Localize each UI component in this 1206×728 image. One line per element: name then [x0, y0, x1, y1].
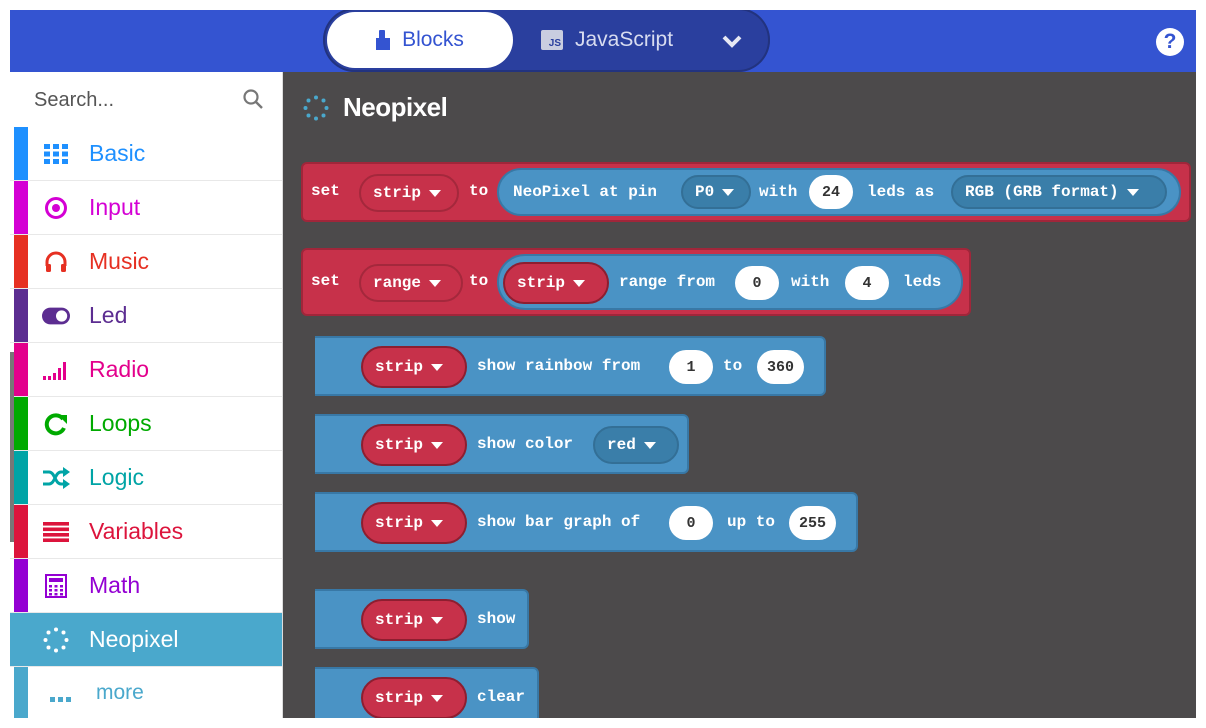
search-input[interactable] — [34, 86, 234, 114]
sidebar-item-radio[interactable]: Radio — [10, 343, 282, 397]
more-languages-dropdown[interactable] — [715, 24, 749, 58]
help-button[interactable]: ? — [1156, 28, 1184, 56]
sidebar-item-label: Led — [89, 302, 128, 328]
category-color-stripe — [14, 505, 28, 558]
search-row — [10, 72, 282, 127]
show-bar-graph-block[interactable]: strip show bar graph of 0 up to 255 — [301, 492, 858, 554]
category-color-stripe — [14, 451, 28, 504]
strip-variable-pill[interactable]: strip — [361, 424, 467, 466]
target-icon — [42, 194, 70, 222]
category-color-stripe — [14, 181, 28, 234]
javascript-tab[interactable]: JS JavaScript — [541, 12, 673, 68]
range-length-input[interactable]: 4 — [845, 266, 889, 300]
calculator-icon — [42, 572, 70, 600]
category-color-stripe — [14, 613, 28, 666]
range-start-input[interactable]: 0 — [735, 266, 779, 300]
sidebar-item-loops[interactable]: Loops — [10, 397, 282, 451]
neopixel-icon — [42, 626, 70, 654]
variable-dropdown-strip[interactable]: strip — [359, 174, 459, 212]
ellipsis-icon — [50, 685, 72, 709]
sidebar-item-label: Music — [89, 248, 150, 274]
sidebar-item-label: Logic — [89, 464, 144, 490]
strip-variable-pill[interactable]: strip — [361, 677, 467, 718]
sidebar-item-label: Variables — [89, 518, 184, 544]
to-keyword: to — [469, 182, 489, 200]
category-color-stripe — [14, 397, 28, 450]
sidebar-item-more[interactable]: more — [10, 667, 282, 718]
sidebar-item-label: Loops — [89, 410, 152, 436]
top-bar: Blocks JS JavaScript ? — [10, 10, 1196, 72]
set-strip-block[interactable]: set strip to NeoPixel at pin P0 with 24 … — [301, 162, 1191, 222]
range-from-block[interactable]: strip range from 0 with 4 leds — [497, 254, 963, 310]
bar-graph-value-input[interactable]: 0 — [669, 506, 713, 540]
sidebar-item-music[interactable]: Music — [10, 235, 282, 289]
sidebar-item-label: Math — [89, 572, 141, 598]
strip-variable-pill[interactable]: strip — [361, 599, 467, 641]
neopixel-icon — [303, 95, 329, 120]
show-block[interactable]: strip show — [301, 589, 529, 651]
flyout-title: Neopixel — [343, 92, 448, 122]
category-color-stripe — [14, 235, 28, 288]
sidebar-item-variables[interactable]: Variables — [10, 505, 282, 559]
sidebar-item-logic[interactable]: Logic — [10, 451, 282, 505]
pin-dropdown[interactable]: P0 — [681, 175, 751, 209]
flyout-header: Neopixel — [303, 92, 448, 123]
show-rainbow-block[interactable]: strip show rainbow from 1 to 360 — [301, 336, 826, 398]
shuffle-icon — [42, 464, 70, 492]
rainbow-start-input[interactable]: 1 — [669, 350, 713, 384]
strip-variable-pill[interactable]: strip — [503, 262, 609, 304]
toggle-icon — [42, 302, 70, 330]
grid-icon — [42, 140, 70, 168]
category-list: Basic Input Music Led Radio Loops Logic Variabl… — [10, 127, 282, 718]
neopixel-create-block[interactable]: NeoPixel at pin P0 with 24 leds as RGB (… — [497, 168, 1181, 216]
strip-variable-pill[interactable]: strip — [361, 502, 467, 544]
signal-bars-icon — [42, 356, 70, 384]
sidebar-item-neopixel[interactable]: Neopixel — [10, 613, 282, 667]
help-icon: ? — [1163, 30, 1177, 53]
lines-icon — [42, 518, 70, 546]
set-range-block[interactable]: set range to strip range from 0 with 4 l… — [301, 248, 971, 316]
toolbox-sidebar: Basic Input Music Led Radio Loops Logic Variabl… — [10, 72, 283, 718]
rainbow-end-input[interactable]: 360 — [757, 350, 805, 384]
color-dropdown[interactable]: red — [593, 426, 679, 464]
pixel-mode-dropdown[interactable]: RGB (GRB format) — [951, 175, 1167, 209]
blocks-tab-label: Blocks — [402, 28, 464, 51]
headphones-icon — [42, 248, 70, 276]
sidebar-item-math[interactable]: Math — [10, 559, 282, 613]
variable-dropdown-range[interactable]: range — [359, 264, 463, 302]
category-color-stripe — [14, 289, 28, 342]
puzzle-icon — [376, 30, 391, 50]
clear-block[interactable]: strip clear — [301, 667, 539, 718]
category-color-stripe — [14, 127, 28, 180]
sidebar-item-label: Radio — [89, 356, 150, 382]
sidebar-scrollbar[interactable] — [10, 352, 14, 542]
javascript-tab-label: JavaScript — [575, 28, 674, 51]
bar-graph-max-input[interactable]: 255 — [789, 506, 837, 540]
category-color-stripe — [14, 667, 28, 718]
blocks-tab[interactable]: Blocks — [327, 12, 513, 68]
sidebar-item-label: Neopixel — [89, 626, 179, 652]
show-color-block[interactable]: strip show color red — [301, 414, 689, 476]
js-file-icon: JS — [541, 30, 563, 50]
set-keyword: set — [311, 182, 340, 200]
refresh-icon — [42, 410, 70, 438]
blocks-flyout: Neopixel set strip to NeoPixel at pin P0… — [283, 72, 1196, 718]
caret-icon — [429, 189, 442, 197]
sidebar-item-label: Basic — [89, 140, 146, 166]
search-icon[interactable] — [242, 88, 264, 110]
sidebar-item-led[interactable]: Led — [10, 289, 282, 343]
strip-variable-pill[interactable]: strip — [361, 346, 467, 388]
sidebar-item-basic[interactable]: Basic — [10, 127, 282, 181]
sidebar-item-input[interactable]: Input — [10, 181, 282, 235]
chevron-down-icon — [722, 35, 742, 48]
category-color-stripe — [14, 559, 28, 612]
editor-mode-toggle: Blocks JS JavaScript — [323, 10, 770, 72]
category-color-stripe — [14, 343, 28, 396]
sidebar-item-label: Input — [89, 194, 141, 220]
sidebar-item-label: more — [96, 681, 144, 704]
led-count-input[interactable]: 24 — [809, 175, 853, 209]
